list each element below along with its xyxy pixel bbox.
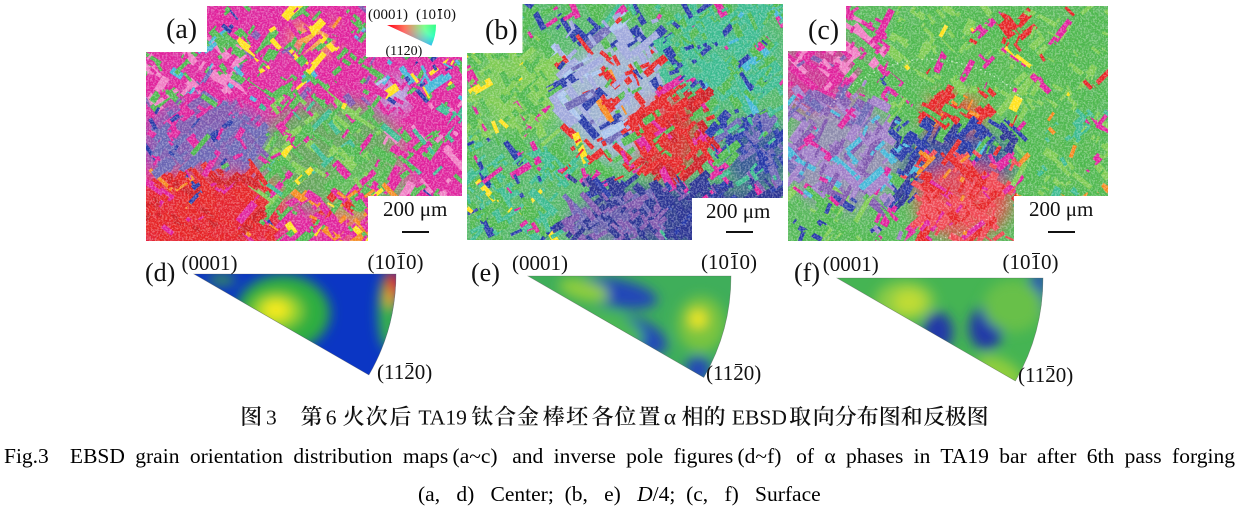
svg-text:6: 6 bbox=[326, 406, 337, 430]
svg-text:EBSD: EBSD bbox=[732, 406, 787, 430]
svg-text:TA19: TA19 bbox=[418, 406, 466, 430]
svg-text:3: 3 bbox=[266, 406, 277, 430]
svg-text:α: α bbox=[664, 405, 676, 431]
